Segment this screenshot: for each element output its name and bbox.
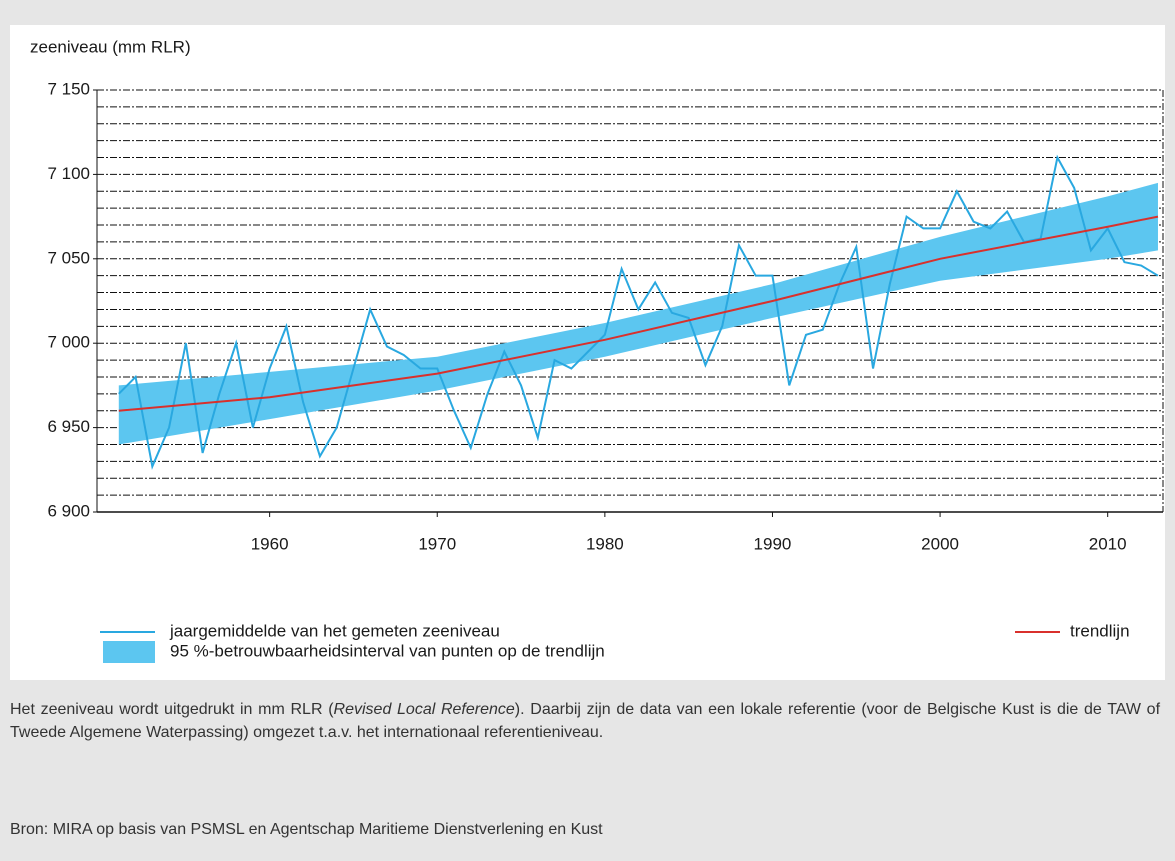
legend-swatch xyxy=(103,641,155,663)
note-text: ). Daarbij zijn de data van een lokale r… xyxy=(10,701,1161,741)
legend-label: jaargemiddelde van het gemeten zeeniveau xyxy=(169,621,500,640)
note-text: Het zeeniveau wordt uitgedrukt in mm RLR… xyxy=(10,701,334,718)
y-tick-label: 6 950 xyxy=(47,417,90,436)
x-tick-label: 2010 xyxy=(1089,534,1127,553)
confidence-band xyxy=(118,182,1158,445)
y-tick-label: 7 050 xyxy=(47,248,90,267)
x-tick-label: 1960 xyxy=(251,534,289,553)
legend-label: trendlijn xyxy=(1070,621,1130,640)
x-tick-label: 2000 xyxy=(921,534,959,553)
x-tick-label: 1990 xyxy=(754,534,792,553)
series-line xyxy=(118,154,1159,470)
y-tick-label: 7 000 xyxy=(47,333,90,352)
note-italic: Revised Local Reference xyxy=(333,701,515,718)
y-tick-label: 7 150 xyxy=(47,79,90,98)
y-tick-label: 7 100 xyxy=(47,164,90,183)
y-tick-label: 6 900 xyxy=(47,501,90,520)
series-line xyxy=(118,215,1159,412)
chart: zeeniveau (mm RLR) 6 900 6 950 7 000 7 050 7… xyxy=(30,37,1164,663)
caption-note: Het zeeniveau wordt uitgedrukt in mm RLR… xyxy=(10,698,1160,744)
caption-source: Bron: MIRA op basis van PSMSL en Agentsc… xyxy=(10,821,603,838)
x-tick-label: 1970 xyxy=(418,534,456,553)
y-axis-label: zeeniveau (mm RLR) xyxy=(30,37,191,56)
x-tick-label: 1980 xyxy=(586,534,624,553)
legend-label: 95 %-betrouwbaarheidsinterval van punten… xyxy=(170,641,605,660)
